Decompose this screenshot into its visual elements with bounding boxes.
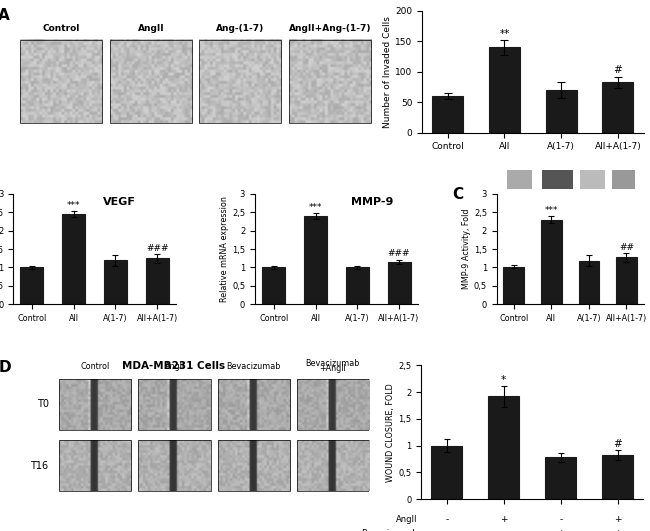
Text: T0: T0 [36, 399, 49, 409]
Bar [297, 379, 369, 430]
Bar [432, 96, 463, 133]
Text: ###: ### [388, 249, 410, 258]
Bar [200, 40, 281, 123]
Text: +: + [500, 515, 508, 524]
Bar [138, 440, 211, 491]
Text: Bevacizumab: Bevacizumab [361, 529, 418, 531]
Text: A: A [0, 8, 10, 23]
Text: ##: ## [619, 243, 634, 252]
Bar [503, 267, 524, 304]
Bar [387, 262, 411, 304]
Text: Control: Control [81, 362, 110, 371]
Bar [545, 90, 577, 133]
Bar [218, 379, 290, 430]
Bar [431, 446, 462, 499]
Text: MMP-9: MMP-9 [351, 197, 393, 207]
Bar [612, 170, 634, 189]
Text: T16: T16 [31, 461, 49, 470]
Text: +AngII: +AngII [320, 364, 346, 373]
Bar [289, 40, 371, 123]
Text: +: + [614, 529, 621, 531]
Bar [59, 440, 131, 491]
Text: Bevacizumab: Bevacizumab [227, 362, 281, 371]
Bar [545, 457, 577, 499]
Bar [218, 440, 290, 491]
Text: #: # [614, 65, 622, 75]
Text: VEGF: VEGF [103, 197, 135, 207]
Bar [59, 379, 131, 430]
Bar [346, 268, 369, 304]
Bar [541, 220, 562, 304]
Text: #: # [614, 439, 622, 449]
Bar [138, 379, 211, 430]
Y-axis label: Number of Invaded Cells: Number of Invaded Cells [384, 16, 393, 127]
Text: AngII: AngII [396, 515, 418, 524]
Bar [297, 440, 369, 491]
Text: AngII+Ang-(1-7): AngII+Ang-(1-7) [289, 23, 371, 32]
Text: C: C [452, 187, 464, 202]
Bar [104, 260, 127, 304]
Bar [578, 261, 599, 304]
Text: +: + [614, 515, 621, 524]
Text: ***: *** [309, 203, 322, 212]
Bar [580, 170, 605, 189]
Text: AngII: AngII [164, 362, 185, 371]
Text: **: ** [499, 29, 510, 39]
Text: Control: Control [43, 23, 80, 32]
Bar [20, 40, 103, 123]
Bar [489, 47, 520, 133]
Text: Bevacizumab: Bevacizumab [306, 359, 360, 368]
Bar [263, 268, 285, 304]
Text: -: - [502, 529, 506, 531]
Text: -: - [445, 515, 448, 524]
Bar [20, 268, 44, 304]
Text: AngII: AngII [138, 23, 164, 32]
Text: ###: ### [146, 244, 168, 253]
Bar [602, 455, 633, 499]
Bar [62, 214, 85, 304]
Text: *: * [501, 375, 506, 384]
Y-axis label: Relative mRNA expression: Relative mRNA expression [220, 196, 229, 302]
Bar [616, 257, 637, 304]
Text: +: + [557, 529, 564, 531]
Bar [146, 258, 168, 304]
Text: ***: *** [545, 206, 558, 215]
Bar [603, 82, 634, 133]
Text: -: - [559, 515, 562, 524]
Bar [542, 170, 573, 189]
Text: D: D [0, 360, 12, 375]
Text: ***: *** [67, 201, 81, 210]
Y-axis label: MMP-9 Activity, Fold: MMP-9 Activity, Fold [462, 209, 471, 289]
Text: -: - [445, 529, 448, 531]
Text: MDA-MB231 Cells: MDA-MB231 Cells [122, 362, 225, 371]
Y-axis label: WOUND CLOSURE, FOLD: WOUND CLOSURE, FOLD [386, 383, 395, 482]
Bar [110, 40, 192, 123]
Text: Ang-(1-7): Ang-(1-7) [216, 23, 265, 32]
Bar [488, 397, 519, 499]
Bar [304, 216, 327, 304]
Bar [507, 170, 532, 189]
